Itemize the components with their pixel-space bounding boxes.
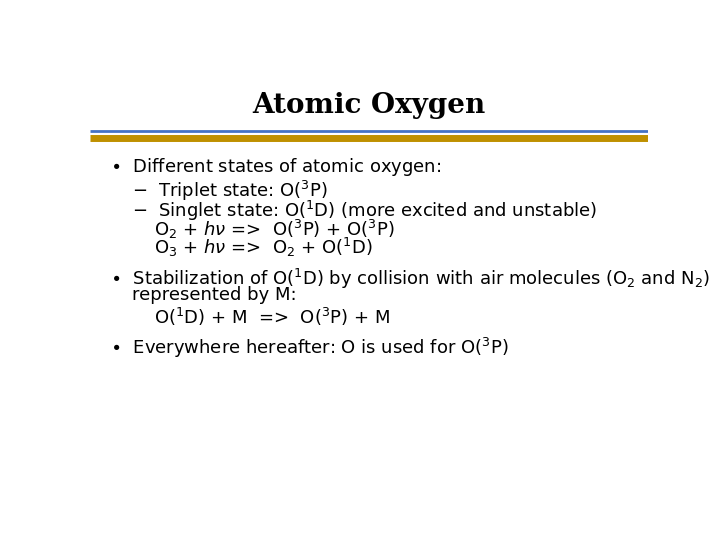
Text: $\bullet$  Different states of atomic oxygen:: $\bullet$ Different states of atomic oxy… — [109, 156, 441, 178]
Text: $\bullet$  Stabilization of O($^1$D) by collision with air molecules (O$_2$ and : $\bullet$ Stabilization of O($^1$D) by c… — [109, 266, 710, 291]
Text: $-$  Triplet state: O($^3$P): $-$ Triplet state: O($^3$P) — [132, 179, 328, 203]
Text: represented by M:: represented by M: — [132, 286, 297, 304]
Text: O$_3$ + $h\nu$ =>  O$_2$ + O($^1$D): O$_3$ + $h\nu$ => O$_2$ + O($^1$D) — [154, 236, 373, 259]
Text: Atomic Oxygen: Atomic Oxygen — [253, 92, 485, 119]
Text: $\bullet$  Everywhere hereafter: O is used for O($^3$P): $\bullet$ Everywhere hereafter: O is use… — [109, 336, 508, 360]
Text: O$_2$ + $h\nu$ =>  O($^3$P) + O($^3$P): O$_2$ + $h\nu$ => O($^3$P) + O($^3$P) — [154, 218, 395, 241]
Text: O($^1$D) + M  =>  O($^3$P) + M: O($^1$D) + M => O($^3$P) + M — [154, 306, 390, 328]
Text: $-$  Singlet state: O($^1$D) (more excited and unstable): $-$ Singlet state: O($^1$D) (more excite… — [132, 199, 597, 223]
